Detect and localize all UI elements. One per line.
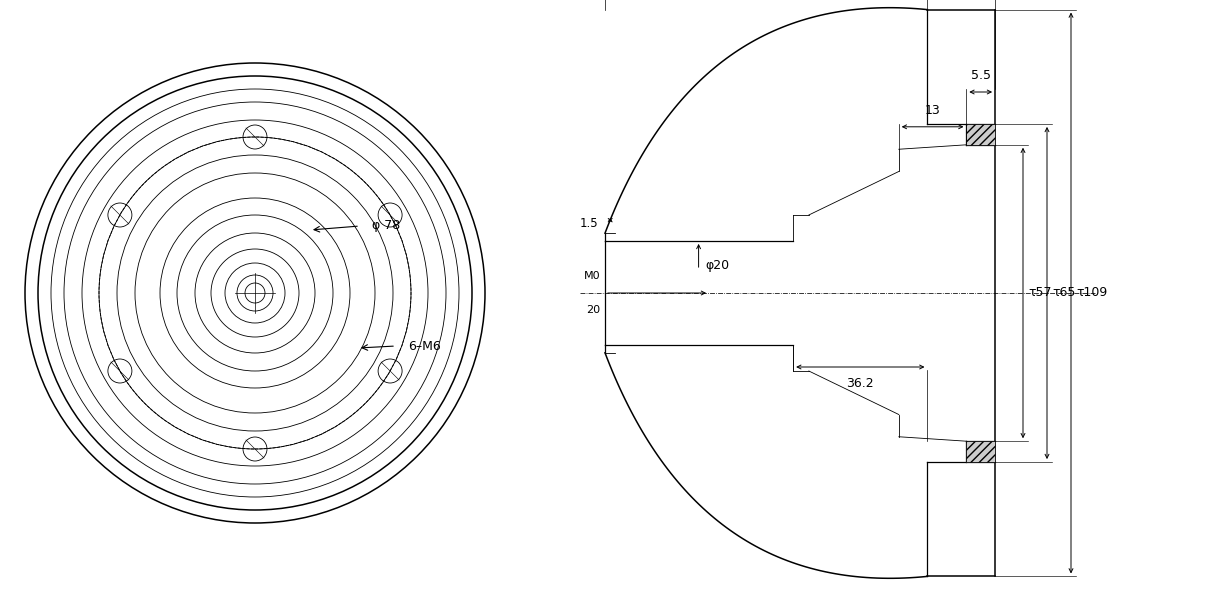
- Text: 1.5: 1.5: [580, 216, 598, 230]
- Polygon shape: [605, 345, 995, 578]
- Text: 13: 13: [924, 104, 940, 117]
- Text: φ20: φ20: [705, 258, 730, 271]
- Text: 6–M6: 6–M6: [408, 340, 441, 352]
- Text: M0: M0: [583, 271, 600, 281]
- Text: τ109: τ109: [1075, 286, 1107, 300]
- Text: τ65: τ65: [1052, 286, 1075, 300]
- Polygon shape: [966, 124, 995, 145]
- Text: 5.5: 5.5: [971, 69, 990, 82]
- Text: 20: 20: [586, 305, 600, 315]
- Polygon shape: [605, 8, 995, 241]
- Text: τ57: τ57: [1028, 286, 1051, 300]
- Text: 36.2: 36.2: [847, 377, 875, 390]
- Text: φ 78: φ 78: [371, 219, 401, 233]
- Polygon shape: [966, 441, 995, 462]
